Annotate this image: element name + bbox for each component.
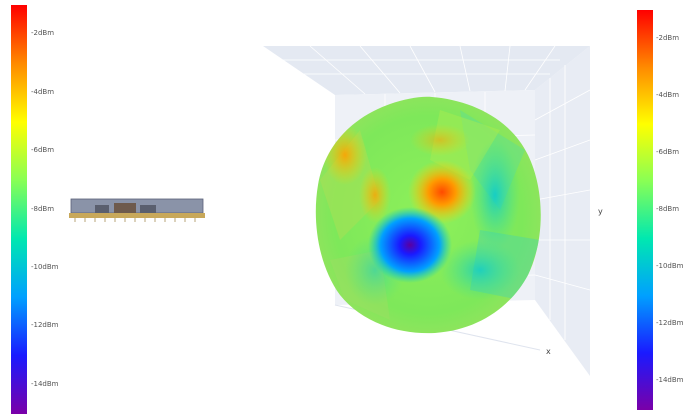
colorbar-tick-label: -10dBm bbox=[656, 262, 684, 271]
colorbar-tick-label: -2dBm bbox=[656, 33, 680, 42]
right-colorbar bbox=[637, 10, 653, 410]
colorbar-tick-label: -6dBm bbox=[656, 147, 680, 156]
colorbar-tick-label: -2dBm bbox=[31, 29, 55, 38]
left-colorbar bbox=[11, 5, 27, 414]
colorbar-tick-label: -4dBm bbox=[656, 90, 680, 99]
antenna-module-icon bbox=[69, 198, 205, 222]
x-axis-label: x bbox=[546, 347, 551, 356]
colorbar-tick-label: -4dBm bbox=[31, 87, 55, 96]
colorbar-tick-label: -14dBm bbox=[31, 379, 59, 388]
colorbar-tick-label: -8dBm bbox=[656, 205, 680, 213]
y-axis-label: y bbox=[598, 207, 603, 216]
colorbar-tick-label: -8dBm bbox=[31, 204, 55, 213]
colorbar-tick-label: -12dBm bbox=[656, 319, 684, 328]
colorbar-tick-label: -6dBm bbox=[31, 146, 55, 155]
colorbar-tick-label: -10dBm bbox=[31, 262, 59, 271]
radiation-surface bbox=[315, 96, 541, 334]
colorbar-tick-label: -12dBm bbox=[31, 321, 59, 330]
colorbar-tick-label: -14dBm bbox=[656, 376, 684, 385]
